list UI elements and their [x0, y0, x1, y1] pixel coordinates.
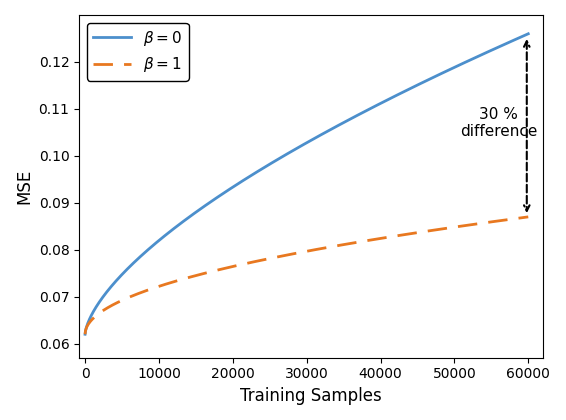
- Legend: $\beta = 0$, $\beta = 1$: $\beta = 0$, $\beta = 1$: [87, 23, 188, 81]
- $\beta = 1$: [435, 227, 442, 232]
- $\beta = 0$: [127, 263, 134, 268]
- $\beta = 1$: [525, 214, 531, 219]
- $\beta = 1$: [277, 254, 284, 259]
- $\beta = 1$: [427, 228, 434, 233]
- X-axis label: Training Samples: Training Samples: [240, 387, 382, 405]
- $\beta = 0$: [82, 332, 88, 337]
- Y-axis label: MSE: MSE: [15, 169, 33, 204]
- $\beta = 0$: [261, 165, 268, 170]
- $\beta = 0$: [277, 155, 284, 160]
- $\beta = 0$: [386, 96, 393, 101]
- Text: 30 %
difference: 30 % difference: [460, 107, 537, 139]
- $\beta = 1$: [386, 234, 393, 239]
- $\beta = 1$: [127, 294, 134, 299]
- $\beta = 1$: [82, 332, 88, 337]
- $\beta = 0$: [435, 72, 442, 77]
- Line: $\beta = 0$: $\beta = 0$: [85, 34, 528, 334]
- Line: $\beta = 1$: $\beta = 1$: [85, 217, 528, 334]
- $\beta = 0$: [525, 31, 531, 36]
- $\beta = 1$: [261, 257, 268, 262]
- $\beta = 0$: [427, 76, 434, 81]
